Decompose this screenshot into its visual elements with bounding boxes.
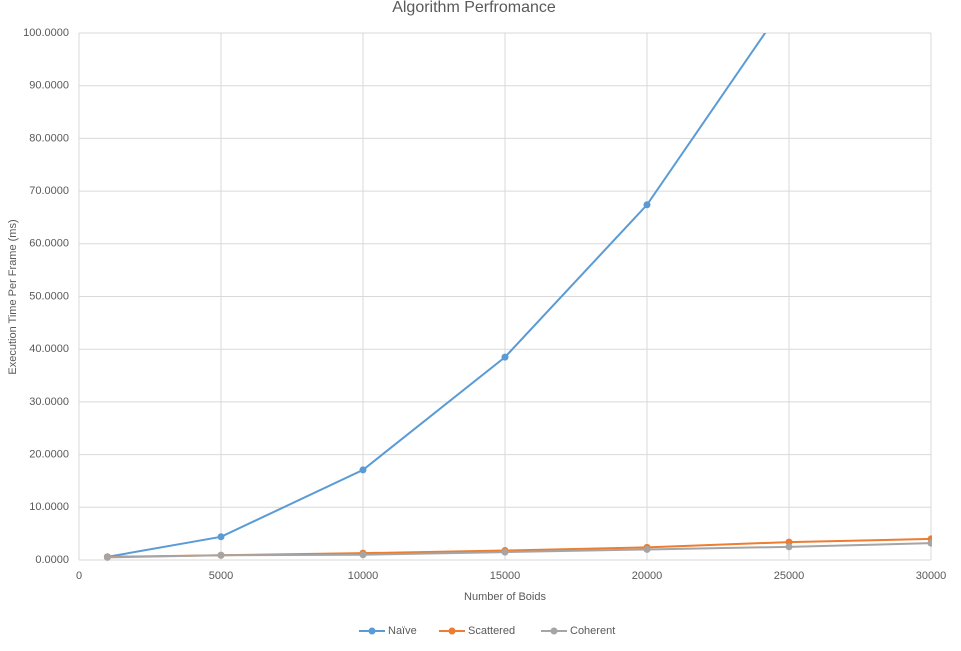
legend-marker xyxy=(368,627,376,635)
legend: Naïve Scattered Coherent xyxy=(359,625,615,637)
data-point xyxy=(786,0,793,2)
data-point xyxy=(927,539,932,547)
data-point xyxy=(359,551,367,559)
x-tick-label: 5000 xyxy=(209,570,233,582)
data-point xyxy=(643,545,651,553)
series-line xyxy=(107,537,932,558)
legend-marker xyxy=(448,627,456,635)
y-tick-label: 100.0000 xyxy=(23,27,69,39)
series-line xyxy=(107,33,767,558)
data-point xyxy=(217,551,225,559)
legend-label: Naïve xyxy=(388,625,417,637)
grid xyxy=(78,32,932,561)
x-tick-label: 30000 xyxy=(916,570,947,582)
legend-label: Scattered xyxy=(468,625,515,637)
y-tick-label: 60.0000 xyxy=(29,238,69,250)
y-tick-label: 80.0000 xyxy=(29,132,69,144)
x-axis-label: Number of Boids xyxy=(464,591,546,603)
data-point xyxy=(103,553,111,561)
plot xyxy=(103,0,932,561)
data-point xyxy=(217,533,225,541)
x-tick-label: 15000 xyxy=(490,570,521,582)
y-axis-label: Execution Time Per Frame (ms) xyxy=(7,219,19,374)
data-point xyxy=(501,353,509,361)
data-point xyxy=(359,466,367,474)
x-tick-label: 25000 xyxy=(774,570,805,582)
y-tick-label: 10.0000 xyxy=(29,501,69,513)
y-tick-label: 0.0000 xyxy=(35,554,69,566)
data-point xyxy=(501,548,509,556)
chart-title: Algorithm Perfromance xyxy=(392,0,556,16)
legend-label: Coherent xyxy=(570,625,615,637)
y-tick-label: 70.0000 xyxy=(29,185,69,197)
y-tick-label: 30.0000 xyxy=(29,396,69,408)
x-tick-label: 0 xyxy=(76,570,82,582)
legend-marker xyxy=(550,627,558,635)
data-point xyxy=(785,543,793,551)
y-tick-label: 90.0000 xyxy=(29,80,69,92)
y-tick-label: 50.0000 xyxy=(29,290,69,302)
x-tick-label: 10000 xyxy=(348,570,379,582)
data-point xyxy=(643,201,651,209)
y-tick-label: 40.0000 xyxy=(29,343,69,355)
x-tick-label: 20000 xyxy=(632,570,663,582)
y-tick-label: 20.0000 xyxy=(29,449,69,461)
